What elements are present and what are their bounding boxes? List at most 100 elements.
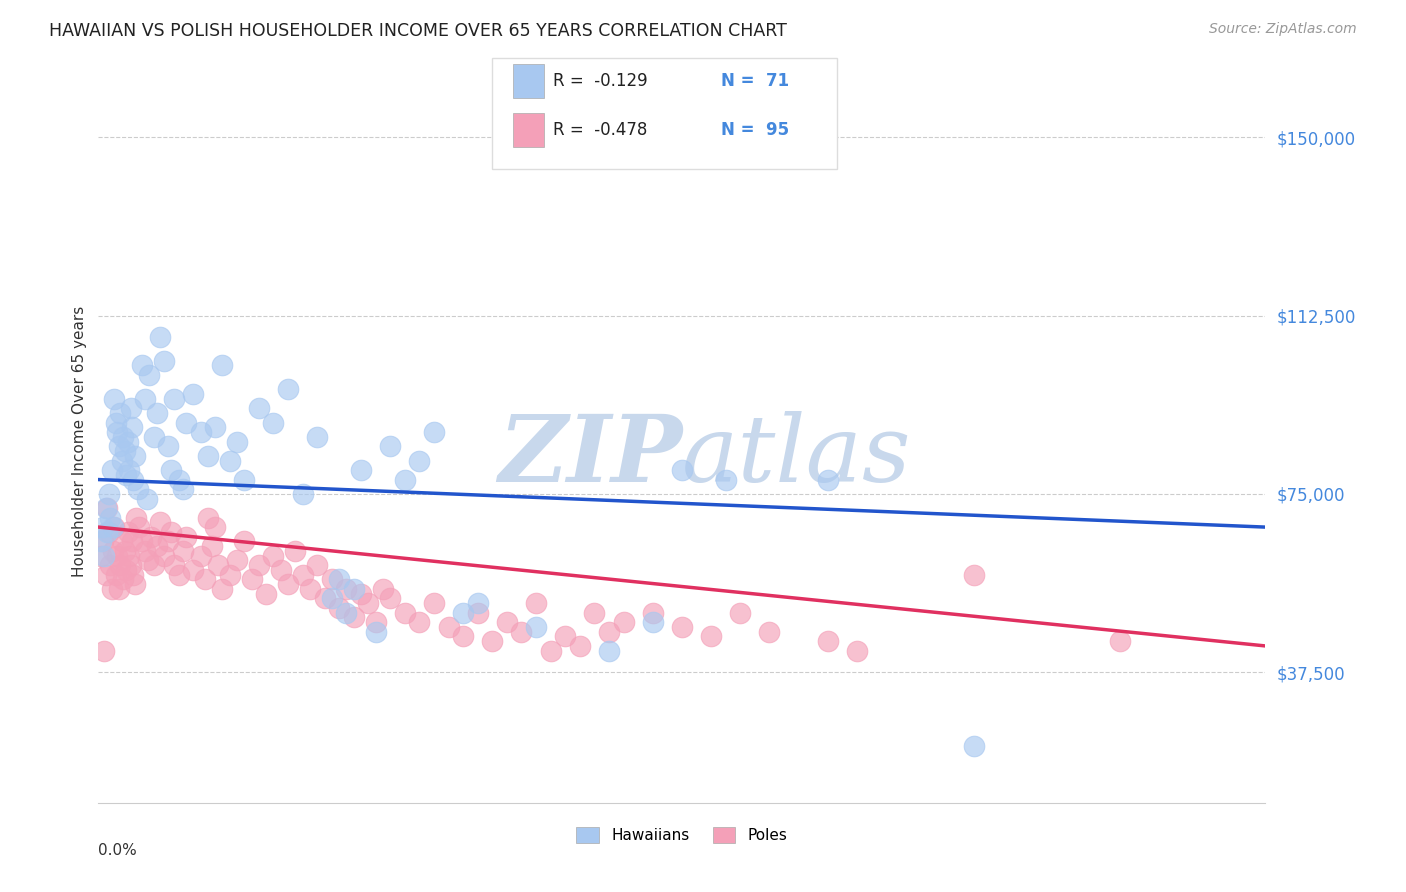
- Point: [136, 553, 159, 567]
- Point: [97, 524, 120, 539]
- Point: [124, 577, 146, 591]
- Text: atlas: atlas: [682, 411, 911, 501]
- Point: [167, 473, 190, 487]
- Point: [262, 416, 284, 430]
- Point: [408, 615, 430, 630]
- Point: [101, 544, 124, 558]
- Point: [307, 558, 329, 573]
- Point: [172, 544, 194, 558]
- Point: [131, 534, 153, 549]
- Point: [211, 582, 233, 596]
- Point: [233, 473, 256, 487]
- Point: [101, 520, 124, 534]
- Point: [277, 382, 299, 396]
- Point: [127, 482, 149, 496]
- Point: [163, 558, 186, 573]
- Point: [181, 387, 204, 401]
- Point: [197, 510, 219, 524]
- Point: [641, 606, 664, 620]
- Point: [467, 596, 489, 610]
- Point: [94, 501, 117, 516]
- Point: [451, 606, 474, 620]
- Legend: Hawaiians, Poles: Hawaiians, Poles: [571, 822, 793, 849]
- Point: [108, 439, 131, 453]
- Point: [93, 643, 115, 657]
- Point: [98, 510, 121, 524]
- Point: [194, 573, 217, 587]
- Point: [174, 416, 197, 430]
- Text: N =  71: N = 71: [721, 72, 789, 90]
- Y-axis label: Householder Income Over 65 years: Householder Income Over 65 years: [72, 306, 87, 577]
- Point: [91, 534, 114, 549]
- Point: [451, 629, 474, 643]
- Point: [90, 534, 112, 549]
- Point: [962, 567, 984, 582]
- Point: [226, 434, 249, 449]
- Point: [105, 549, 128, 563]
- Point: [90, 549, 112, 563]
- Point: [328, 573, 350, 587]
- Point: [96, 524, 118, 539]
- Point: [139, 530, 162, 544]
- Point: [124, 449, 146, 463]
- Point: [163, 392, 186, 406]
- Point: [291, 567, 314, 582]
- Point: [153, 549, 176, 563]
- Point: [568, 639, 591, 653]
- Point: [181, 563, 204, 577]
- Point: [598, 643, 620, 657]
- Point: [371, 582, 394, 596]
- Point: [112, 573, 135, 587]
- Point: [962, 739, 984, 753]
- Point: [115, 563, 138, 577]
- Point: [122, 567, 145, 582]
- Point: [467, 606, 489, 620]
- Point: [204, 520, 226, 534]
- Point: [111, 534, 134, 549]
- Point: [218, 453, 240, 467]
- Point: [343, 582, 366, 596]
- Point: [108, 582, 131, 596]
- Point: [160, 524, 183, 539]
- Point: [641, 615, 664, 630]
- Point: [423, 425, 446, 439]
- Point: [496, 615, 519, 630]
- Point: [121, 534, 143, 549]
- Point: [149, 516, 172, 530]
- Point: [207, 558, 229, 573]
- Point: [270, 563, 292, 577]
- Point: [98, 558, 121, 573]
- Point: [284, 544, 307, 558]
- Point: [437, 620, 460, 634]
- Point: [612, 615, 634, 630]
- Point: [120, 401, 142, 416]
- Point: [172, 482, 194, 496]
- Point: [524, 596, 547, 610]
- Text: 0.0%: 0.0%: [98, 843, 138, 857]
- Point: [817, 634, 839, 648]
- Point: [423, 596, 446, 610]
- Point: [554, 629, 576, 643]
- Point: [321, 573, 343, 587]
- Point: [117, 524, 139, 539]
- Point: [328, 601, 350, 615]
- Point: [117, 434, 139, 449]
- Point: [291, 487, 314, 501]
- Point: [394, 473, 416, 487]
- Point: [146, 406, 169, 420]
- Point: [135, 491, 157, 506]
- Point: [380, 439, 402, 453]
- Point: [218, 567, 240, 582]
- Point: [103, 520, 125, 534]
- Point: [104, 416, 127, 430]
- Point: [105, 425, 128, 439]
- Point: [247, 401, 270, 416]
- Point: [481, 634, 503, 648]
- Point: [700, 629, 723, 643]
- Point: [583, 606, 606, 620]
- Point: [134, 392, 156, 406]
- Point: [120, 558, 142, 573]
- Point: [335, 606, 357, 620]
- Point: [394, 606, 416, 620]
- Point: [350, 463, 373, 477]
